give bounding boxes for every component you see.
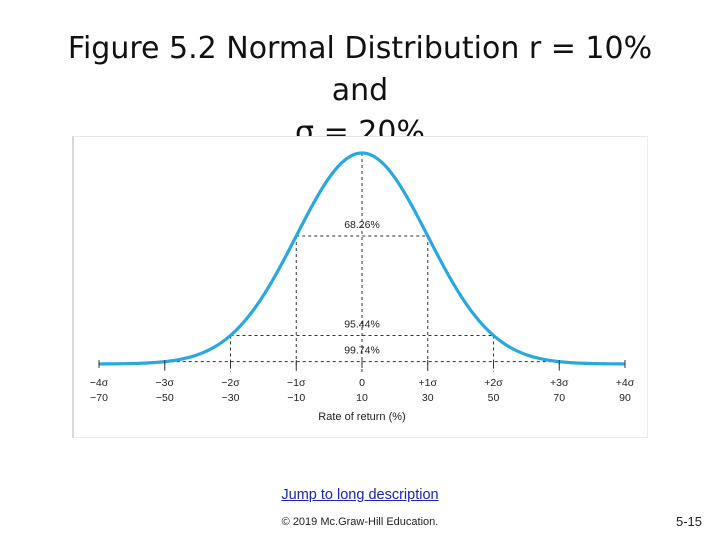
tick-value-label-4: −10 [287,392,305,404]
tick-sigma-label-7: +2σ [484,377,503,389]
page-number: 5-15 [675,514,702,529]
curve-layer [98,151,626,366]
tick-value-label-6: 30 [422,392,434,404]
tick-value-label-9: 90 [619,392,631,404]
tick-sigma-label-2: −3σ [156,377,175,389]
tick-value-label-3: −30 [222,392,240,404]
long-description-link[interactable]: Jump to long description [281,487,439,503]
band-label-2: 95.44% [344,318,380,330]
tick-value-label-1: −70 [90,392,108,404]
tick-sigma-label-3: −2σ [221,377,240,389]
normal-distribution-chart: 68.26% 95.44% 99.74% −4σ −70 −3σ −50 −2σ −30 −1σ… [72,136,648,438]
copyright-notice: © 2019 Mc.Graw-Hill Education. [281,516,439,528]
tick-sigma-label-6: +1σ [419,377,438,389]
tick-value-label-7: 50 [488,392,500,404]
slide-title: Figure 5.2 Normal Distribution r = 10% a… [40,28,680,154]
tick-layer: −4σ −70 −3σ −50 −2σ −30 −1σ −10 0 10 +1σ 30 +2σ 50 +3σ… [90,360,635,404]
tick-sigma-label-9: +4σ [616,377,635,389]
chart-svg: 68.26% 95.44% 99.74% −4σ −70 −3σ −50 −2σ −30 −1σ… [90,151,635,423]
tick-sigma-label-1: −4σ [90,377,109,389]
band-label-3: 99.74% [344,345,380,357]
title-line-1: Figure 5.2 Normal Distribution r = 10% a… [67,31,653,108]
normal-curve [98,151,626,366]
tick-value-label-5: 10 [356,392,368,404]
tick-value-label-2: −50 [156,392,174,404]
band-layer: 68.26% 95.44% 99.74% [344,219,380,357]
band-label-1: 68.26% [344,219,380,231]
x-axis-title: Rate of return (%) [318,411,405,423]
tick-sigma-label-5: 0 [359,377,365,389]
tick-sigma-label-4: −1σ [287,377,306,389]
long-description-link-container: Jump to long description [0,487,720,503]
tick-value-label-8: 70 [553,392,565,404]
tick-sigma-label-8: +3σ [550,377,569,389]
